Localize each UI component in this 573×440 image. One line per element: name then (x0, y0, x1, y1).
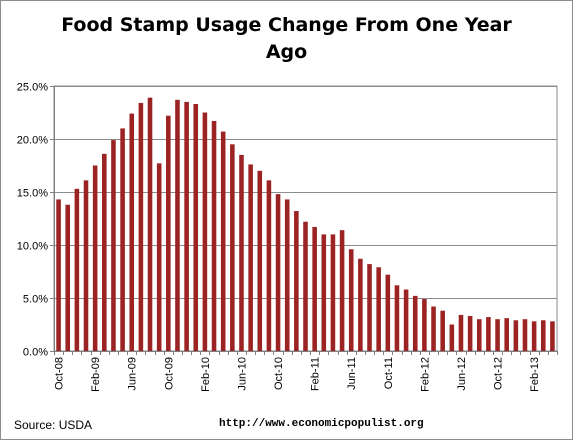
y-tick-label: 10.0% (17, 241, 48, 253)
bar (495, 319, 500, 351)
bar (211, 120, 217, 351)
bar (531, 321, 537, 351)
bar (358, 258, 363, 351)
bar (83, 180, 89, 351)
x-tick-label: Feb-12 (419, 357, 431, 392)
bar (476, 319, 482, 351)
bar (440, 310, 445, 351)
bar (257, 170, 263, 351)
bar (467, 316, 473, 351)
bar (458, 314, 464, 351)
bar (102, 153, 107, 351)
bar (166, 115, 171, 352)
bar (303, 221, 308, 351)
x-tick-label: Feb-10 (200, 357, 212, 392)
x-tick-label: Feb-13 (529, 357, 541, 392)
bar (193, 104, 199, 352)
x-tick-label: Feb-09 (90, 357, 102, 392)
bar (394, 285, 400, 351)
bar (92, 165, 98, 351)
bar (486, 317, 491, 351)
bar (431, 306, 436, 351)
source-url: http://www.economicpopulist.org (219, 418, 424, 430)
x-tick-label: Jun-12 (456, 357, 468, 391)
bar (513, 320, 519, 351)
x-tick-label: Oct-08 (54, 357, 66, 390)
x-tick-label: Oct-09 (163, 357, 175, 390)
source-note: Source: USDA (14, 418, 93, 432)
bar (220, 131, 226, 351)
bar (312, 226, 317, 351)
bar (422, 299, 427, 351)
bar (412, 295, 418, 351)
chart-title: Food Stamp Usage Change From One Year Ag… (61, 14, 512, 63)
bar (147, 97, 153, 351)
bar (175, 99, 180, 351)
x-tick-label: Feb-11 (310, 357, 322, 391)
bar (294, 211, 299, 351)
bar (330, 234, 336, 351)
bar (449, 324, 455, 351)
bar (74, 188, 80, 351)
y-tick-label: 5.0% (23, 294, 48, 306)
bar (275, 194, 281, 351)
x-tick-label: Oct-10 (273, 357, 285, 390)
bar (339, 230, 345, 351)
bar (239, 154, 244, 351)
bar (65, 204, 71, 351)
bar (248, 164, 253, 351)
x-tick-label: Jun-11 (346, 357, 358, 390)
bar (385, 274, 391, 351)
x-tick-label: Oct-12 (493, 357, 505, 390)
bar (321, 234, 327, 351)
axes: 0.0% 5.0% 10.0% 15.0% 20.0% 25.0% Oct-08 Feb-09… (17, 82, 558, 392)
bar (504, 318, 509, 351)
bar (138, 102, 144, 352)
bar (376, 267, 381, 351)
bar (184, 101, 189, 352)
bar (540, 320, 546, 351)
y-tick-label: 0.0% (23, 347, 48, 359)
bar (284, 199, 290, 351)
bar (266, 180, 272, 351)
bar (403, 289, 409, 351)
bar (348, 249, 354, 351)
bar (230, 144, 235, 351)
x-tick-label: Oct-11 (383, 357, 395, 389)
y-tick-label: 20.0% (17, 135, 48, 147)
x-tick-label: Jun-10 (236, 357, 248, 391)
bar (120, 128, 125, 351)
bar (550, 321, 555, 351)
y-tick-label: 15.0% (17, 188, 48, 200)
bar (56, 199, 61, 351)
bar (522, 319, 528, 351)
x-tick-label: Jun-09 (127, 357, 139, 391)
bar (129, 113, 135, 351)
y-tick-label: 25.0% (17, 82, 48, 94)
bars (56, 97, 555, 352)
bar (156, 163, 162, 351)
bar (202, 112, 208, 351)
bar (367, 264, 372, 351)
bar (111, 140, 116, 351)
